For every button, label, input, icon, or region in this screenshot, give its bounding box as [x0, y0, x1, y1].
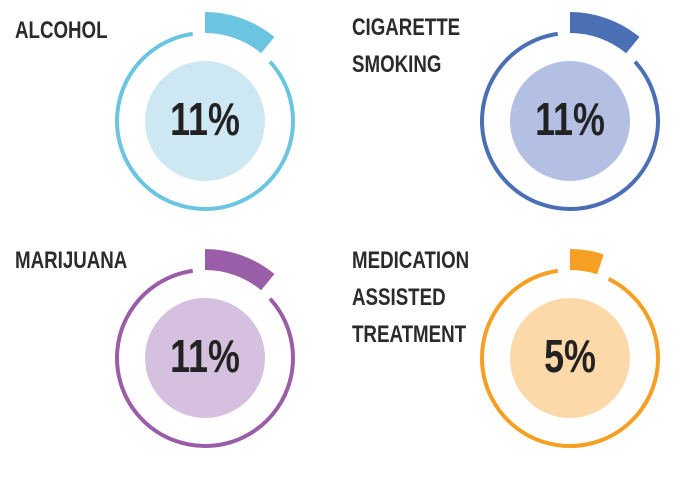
track-ring — [480, 31, 660, 211]
gauge: 11% — [115, 12, 295, 211]
inner-disc — [510, 298, 630, 418]
inner-disc — [510, 61, 630, 181]
inner-disc — [145, 61, 265, 181]
value-label: 11% — [170, 94, 240, 145]
value-arc — [205, 12, 275, 54]
gauge-title: CIGARETTE SMOKING — [352, 14, 461, 78]
track-ring — [115, 268, 295, 448]
value-arc — [570, 12, 640, 54]
track-ring — [480, 268, 660, 448]
value-arc — [570, 249, 604, 275]
gauge-title: ALCOHOL — [15, 17, 108, 44]
value-arc — [205, 249, 275, 291]
value-label: 11% — [170, 331, 240, 382]
gauge: 5% — [480, 249, 660, 448]
gauge-title: MEDICATION ASSISTED TREATMENT — [352, 247, 470, 348]
gauge-title: MARIJUANA — [15, 247, 128, 274]
value-label: 5% — [544, 331, 596, 382]
gauge: 11% — [480, 12, 660, 211]
track-ring — [115, 31, 295, 211]
inner-disc — [145, 298, 265, 418]
value-label: 11% — [535, 94, 605, 145]
gauge: 11% — [115, 249, 295, 448]
